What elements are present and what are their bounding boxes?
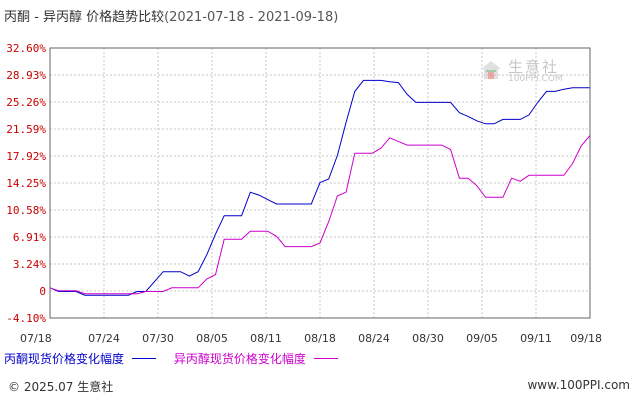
series-line-isopropanol bbox=[49, 135, 591, 295]
chart-title-range: (2021-07-18 - 2021-09-18) bbox=[164, 10, 339, 25]
x-axis-labels: 07/18 07/24 07/30 08/05 08/11 08/18 08/24 08/30… bbox=[20, 332, 602, 345]
grid-lines bbox=[50, 48, 590, 318]
plot-frame bbox=[49, 47, 591, 319]
y-tick-label: 14.25% bbox=[6, 177, 46, 190]
watermark: 生意社 100PPI.COM bbox=[480, 56, 580, 90]
x-tick-label: 07/18 bbox=[20, 332, 52, 345]
legend-label-acetone: 丙酮现货价格变化幅度 bbox=[4, 352, 125, 366]
y-tick-label: 3.24% bbox=[13, 258, 46, 271]
footer: © 2025.07 生意社 www.100PPI.com bbox=[0, 376, 640, 396]
chart-title: 丙酮 - 异丙醇 价格趋势比较(2021-07-18 - 2021-09-18) bbox=[4, 6, 338, 25]
y-tick-label: 28.93% bbox=[6, 69, 46, 82]
x-tick-label: 09/18 bbox=[570, 332, 602, 345]
y-tick-label: 32.60% bbox=[6, 42, 46, 55]
legend-item-acetone: 丙酮现货价格变化幅度 bbox=[4, 350, 157, 367]
legend-label-isopropanol: 异丙醇现货价格变化幅度 bbox=[173, 352, 306, 366]
x-tick-label: 08/24 bbox=[358, 332, 390, 345]
y-tick-label: 21.59% bbox=[6, 123, 46, 136]
footer-copyright: © 2025.07 生意社 bbox=[8, 380, 114, 394]
series-lines bbox=[49, 75, 591, 296]
y-tick-label: -4.10% bbox=[6, 312, 46, 325]
y-tick-label: 6.91% bbox=[13, 231, 46, 244]
footer-url[interactable]: www.100PPI.com bbox=[527, 378, 630, 392]
x-tick-label: 09/11 bbox=[520, 332, 552, 345]
y-tick-label: 0 bbox=[39, 285, 46, 298]
x-tick-label: 07/24 bbox=[88, 332, 120, 345]
x-tick-label: 08/11 bbox=[250, 332, 282, 345]
house-logo-icon bbox=[481, 61, 501, 79]
x-tick-label: 07/30 bbox=[142, 332, 174, 345]
x-tick-label: 09/05 bbox=[466, 332, 498, 345]
x-tick-label: 08/18 bbox=[304, 332, 336, 345]
y-tick-label: 10.58% bbox=[6, 204, 46, 217]
series-line-acetone bbox=[49, 75, 591, 296]
x-tick-label: 08/05 bbox=[196, 332, 228, 345]
legend-swatch-acetone bbox=[132, 358, 157, 359]
y-tick-label: 17.92% bbox=[6, 150, 46, 163]
chart-title-main: 丙酮 - 异丙醇 价格趋势比较 bbox=[4, 10, 165, 25]
watermark-text: 生意社 bbox=[508, 58, 560, 76]
x-tick-label: 08/30 bbox=[412, 332, 444, 345]
y-tick-label: 25.26% bbox=[6, 96, 46, 109]
legend-item-isopropanol: 异丙醇现货价格变化幅度 bbox=[174, 350, 338, 367]
y-axis-labels: 32.60% 28.93% 25.26% 21.59% 17.92% 14.25% 10.5… bbox=[6, 42, 46, 325]
legend: 丙酮现货价格变化幅度 异丙醇现货价格变化幅度 bbox=[4, 350, 352, 367]
legend-swatch-isopropanol bbox=[313, 358, 338, 359]
watermark-url: 100PPI.COM bbox=[508, 74, 563, 84]
